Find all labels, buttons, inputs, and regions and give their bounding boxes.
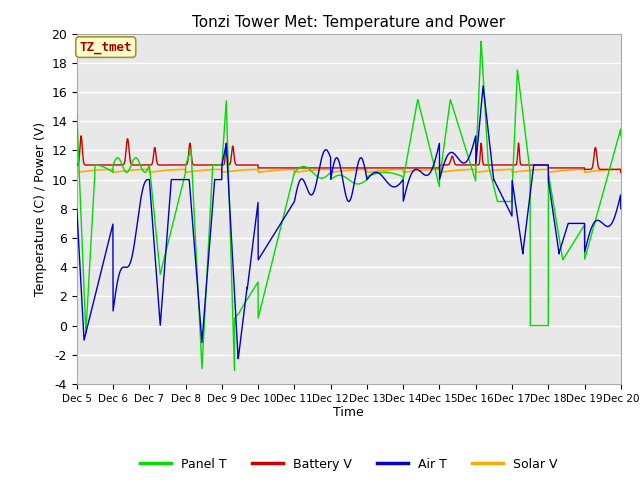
Panel T	[282, 205, 289, 211]
Solar V	[167, 167, 175, 173]
Solar V	[135, 167, 143, 172]
Legend: Panel T, Battery V, Air T, Solar V: Panel T, Battery V, Air T, Solar V	[135, 453, 563, 476]
Panel T	[607, 163, 614, 169]
Panel T	[73, 111, 81, 117]
Air T	[607, 222, 614, 228]
Air T	[617, 206, 625, 212]
Battery V	[168, 162, 175, 168]
Solar V	[282, 167, 289, 172]
Air T	[548, 202, 556, 207]
Battery V	[548, 165, 556, 171]
Solar V	[73, 169, 81, 175]
Solar V	[548, 169, 556, 175]
Solar V	[305, 168, 313, 173]
Battery V	[305, 165, 313, 171]
Text: TZ_tmet: TZ_tmet	[79, 41, 132, 54]
Panel T	[477, 38, 485, 44]
Panel T	[305, 166, 313, 172]
Air T	[282, 213, 289, 218]
Line: Panel T: Panel T	[77, 41, 621, 371]
Solar V	[580, 167, 588, 172]
Air T	[234, 356, 242, 361]
Air T	[73, 206, 81, 212]
Air T	[479, 83, 487, 89]
Panel T	[135, 159, 143, 165]
Y-axis label: Temperature (C) / Power (V): Temperature (C) / Power (V)	[34, 122, 47, 296]
Line: Air T: Air T	[77, 86, 621, 359]
Panel T	[548, 191, 556, 197]
Panel T	[230, 368, 238, 373]
Battery V	[73, 162, 81, 168]
Air T	[135, 209, 143, 215]
Battery V	[135, 162, 143, 168]
Solar V	[607, 167, 614, 172]
Battery V	[617, 169, 625, 175]
Battery V	[282, 165, 289, 171]
X-axis label: Time: Time	[333, 407, 364, 420]
Panel T	[167, 228, 175, 233]
Line: Battery V: Battery V	[77, 136, 621, 172]
Solar V	[617, 169, 625, 175]
Battery V	[607, 167, 614, 172]
Battery V	[77, 133, 85, 139]
Air T	[167, 177, 175, 182]
Line: Solar V: Solar V	[77, 169, 621, 172]
Air T	[305, 190, 313, 196]
Title: Tonzi Tower Met: Temperature and Power: Tonzi Tower Met: Temperature and Power	[192, 15, 506, 30]
Panel T	[617, 133, 625, 139]
